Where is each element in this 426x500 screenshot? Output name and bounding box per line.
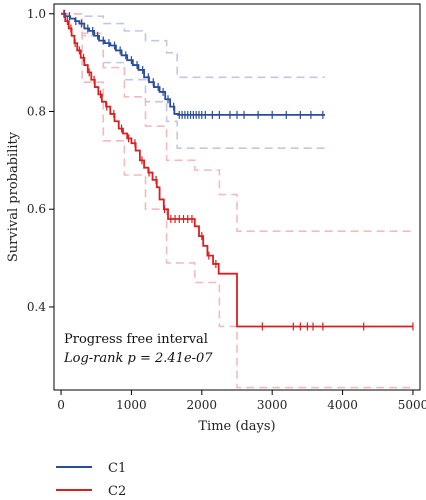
plot-frame bbox=[53, 3, 421, 391]
x-tick-label: 0 bbox=[57, 398, 65, 412]
y-tick-label: 1.0 bbox=[27, 7, 46, 21]
x-tick-label: 1000 bbox=[116, 398, 147, 412]
y-tick-label: 0.8 bbox=[27, 104, 46, 118]
x-ticks: 0 1000 2000 3000 4000 5000 bbox=[57, 390, 426, 412]
y-ticks: 0.4 0.6 0.8 1.0 bbox=[27, 7, 54, 314]
x-tick-label: 4000 bbox=[327, 398, 358, 412]
c2-survival-curve bbox=[61, 12, 413, 328]
y-tick-label: 0.4 bbox=[27, 300, 46, 314]
x-tick-label: 5000 bbox=[398, 398, 426, 412]
endpoint-annotation: Progress free interval bbox=[64, 332, 208, 347]
confidence-bands bbox=[61, 12, 413, 389]
c1-ci-upper-band bbox=[61, 12, 325, 79]
survival-curves bbox=[61, 12, 413, 328]
c2-ci-upper-band bbox=[61, 12, 413, 232]
y-axis-title: Survival probability bbox=[6, 131, 21, 262]
legend-label-c2: C2 bbox=[108, 484, 126, 499]
x-axis-title: Time (days) bbox=[198, 419, 275, 434]
c1-ci-lower-band bbox=[61, 12, 325, 149]
legend: C1 C2 bbox=[56, 461, 126, 499]
logrank-annotation: Log-rank p = 2.41e-07 bbox=[63, 351, 213, 366]
censor-marks bbox=[63, 9, 414, 331]
x-tick-label: 2000 bbox=[187, 398, 218, 412]
c1-survival-curve bbox=[61, 12, 325, 116]
legend-label-c1: C1 bbox=[108, 461, 126, 476]
c2-ci-lower-band bbox=[61, 12, 413, 389]
x-tick-label: 3000 bbox=[257, 398, 288, 412]
y-tick-label: 0.6 bbox=[27, 202, 46, 216]
